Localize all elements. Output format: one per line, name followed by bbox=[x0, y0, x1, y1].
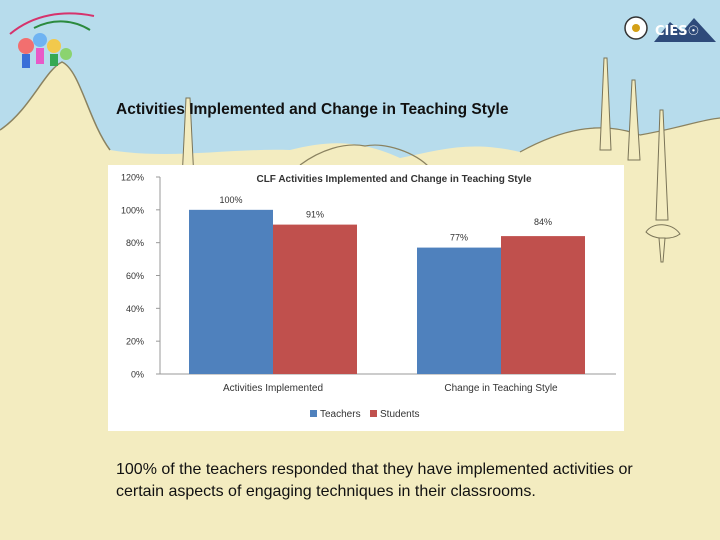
data-label: 77% bbox=[450, 233, 468, 243]
bar-students bbox=[273, 224, 357, 374]
spire-right-2 bbox=[627, 79, 641, 161]
y-tick-label: 20% bbox=[126, 337, 144, 347]
bar-students bbox=[501, 236, 585, 374]
mosque-dome-outline bbox=[299, 144, 431, 169]
spire-right-1 bbox=[599, 57, 612, 151]
slide-caption: 100% of the teachers responded that they… bbox=[116, 461, 633, 500]
y-tick-label: 120% bbox=[121, 173, 144, 183]
slide-title: Activities Implemented and Change in Tea… bbox=[116, 101, 509, 118]
project-logo bbox=[9, 12, 95, 68]
x-tick-label: Change in Teaching Style bbox=[444, 383, 558, 394]
cieso-logo-text: CIES☉ bbox=[655, 24, 700, 39]
y-tick-label: 60% bbox=[126, 271, 144, 281]
bar-teachers bbox=[417, 247, 501, 374]
x-tick-label: Activities Implemented bbox=[223, 383, 323, 394]
legend-label: Teachers bbox=[320, 409, 361, 420]
chart-container: CLF Activities Implemented and Change in… bbox=[108, 165, 624, 431]
legend-swatch-students bbox=[370, 410, 377, 417]
cieso-logo bbox=[624, 16, 716, 42]
legend-label: Students bbox=[380, 409, 419, 420]
y-tick-label: 0% bbox=[131, 370, 144, 380]
bar-chart: CLF Activities Implemented and Change in… bbox=[121, 173, 616, 420]
dune-outline bbox=[0, 61, 111, 151]
chart-title: CLF Activities Implemented and Change in… bbox=[256, 174, 531, 185]
data-label: 84% bbox=[534, 217, 552, 227]
data-label: 91% bbox=[306, 210, 324, 220]
bar-teachers bbox=[189, 209, 273, 374]
y-tick-label: 40% bbox=[126, 304, 144, 314]
data-label: 100% bbox=[219, 195, 242, 205]
y-tick-label: 80% bbox=[126, 238, 144, 248]
right-hill-outline bbox=[519, 117, 720, 153]
y-tick-label: 100% bbox=[121, 205, 144, 215]
legend-swatch-teachers bbox=[310, 410, 317, 417]
spire-right-3 bbox=[645, 109, 681, 263]
